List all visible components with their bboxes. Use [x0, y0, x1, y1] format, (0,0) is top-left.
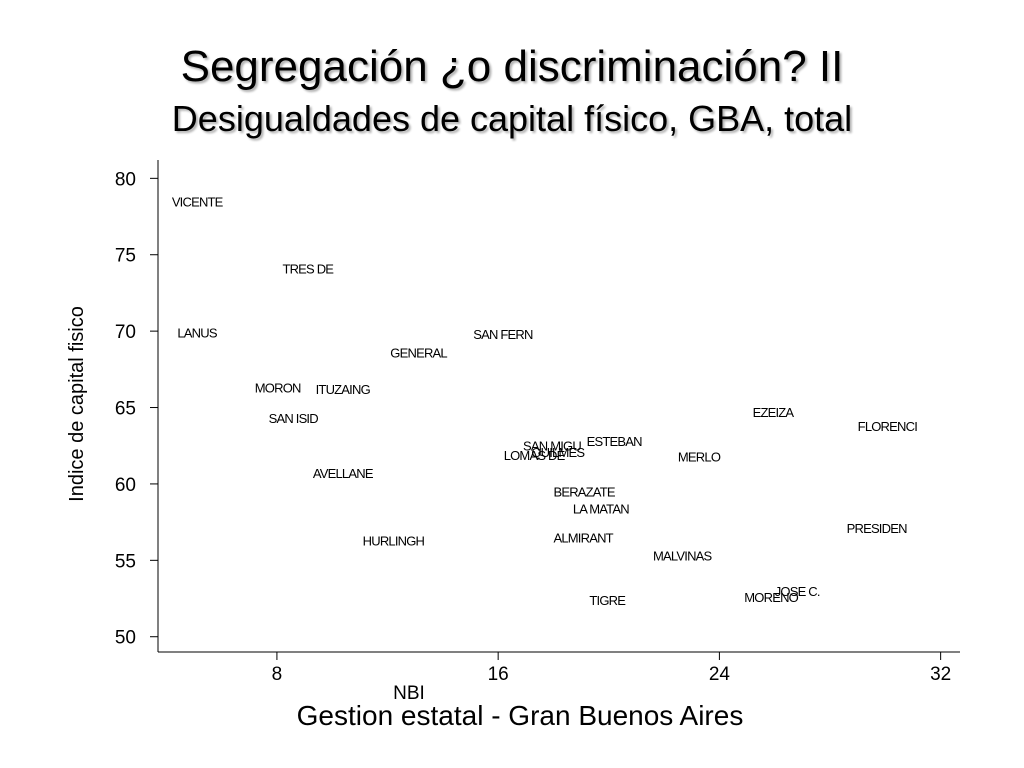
point-label: EZEIZA [753, 405, 795, 420]
point-label: SAN FERN [473, 327, 533, 342]
point-label: MERLO [678, 449, 721, 464]
y-axis-label: Indice de capital fisico [66, 306, 88, 502]
point-label: ESTEBAN [587, 434, 642, 449]
point-label: FLORENCI [858, 419, 918, 434]
point-label: JOSE C. [775, 584, 820, 599]
x-tick-label: 24 [709, 664, 731, 685]
point-label: QUILMES [531, 445, 585, 460]
point-label: HURLINGH [363, 533, 425, 548]
point-label: TIGRE [589, 593, 626, 608]
point-label: SAN ISID [269, 411, 319, 426]
y-tick-label: 55 [115, 551, 136, 572]
y-tick-label: 80 [115, 169, 136, 190]
y-tick-label: 50 [115, 628, 136, 649]
point-label: PRESIDEN [847, 521, 907, 536]
point-label: MALVINAS [653, 549, 713, 564]
x-tick-label: 16 [488, 664, 509, 685]
point-label: MORON [255, 381, 301, 396]
point-label: LOMAS DE [504, 448, 566, 463]
point-label: VICENTE [172, 194, 224, 209]
point-label: TRES DE [282, 261, 334, 276]
x-tick-label: 8 [272, 664, 283, 685]
x-axis-label: NBI [393, 683, 425, 704]
y-tick-label: 70 [115, 322, 136, 343]
chart-axes: 50 55 60 65 70 75 80 8 16 24 32 NBI Indice de capita… [66, 160, 960, 704]
point-label: LA MATAN [573, 501, 629, 516]
point-label: AVELLANE [313, 466, 374, 481]
y-tick-label: 75 [115, 246, 136, 267]
y-tick-label: 65 [115, 399, 136, 420]
chart-caption: Gestion estatal - Gran Buenos Aires [296, 700, 744, 731]
point-label: LANUS [177, 326, 217, 341]
point-label: ALMIRANT [553, 530, 613, 545]
page-title: Segregación ¿o discriminación? II [180, 42, 844, 91]
point-label: GENERAL [390, 346, 447, 361]
point-label: SAN MIGU [523, 439, 581, 454]
y-tick-label: 60 [115, 475, 136, 496]
point-label: BERAZATE [553, 485, 615, 500]
point-label: ITUZAING [316, 382, 371, 397]
page-subtitle: Desigualdades de capital físico, GBA, to… [171, 98, 853, 139]
chart-marks: VICENTE TRES DE LANUS SAN FERN GENERAL MORON I… [172, 194, 918, 608]
point-label: MORENO [744, 590, 798, 605]
x-tick-label: 32 [930, 664, 951, 685]
